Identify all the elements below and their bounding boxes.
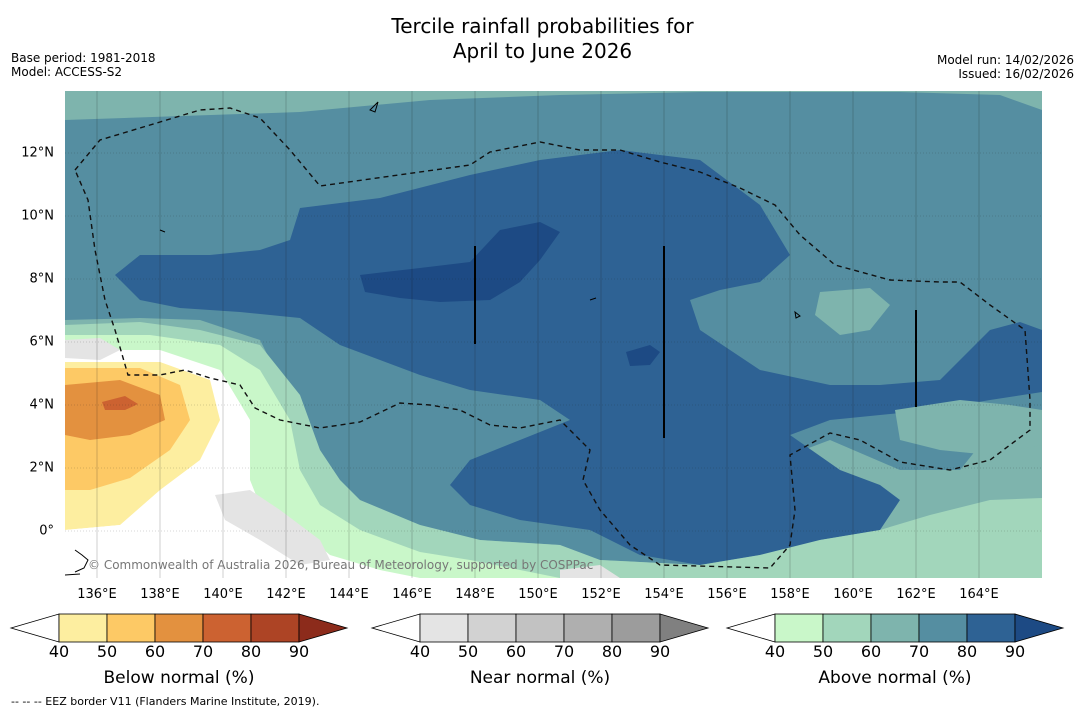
colorbar-segment (822, 613, 872, 643)
field-above-90-a (360, 222, 560, 302)
colorbar-tick: 80 (601, 642, 623, 661)
x-tick-label: 158°E (770, 587, 810, 602)
colorbar-title-above: Above normal (%) (818, 668, 972, 688)
colorbar-tick: 60 (505, 642, 527, 661)
field-above-90-b (626, 345, 660, 366)
field-below-70 (102, 396, 138, 410)
colorbar-segment (774, 613, 824, 643)
field-light-patch (815, 288, 890, 335)
colorbar-tick: 40 (48, 642, 70, 661)
colorbar-segment (106, 613, 156, 643)
colorbar-tick: 80 (956, 642, 978, 661)
field-near-normal-50 (215, 490, 330, 565)
colorbar-extend-high (1014, 613, 1065, 643)
base-period-info: Base period: 1981-2018 Model: ACCESS-S2 (11, 51, 156, 79)
x-tick-label: 144°E (329, 587, 369, 602)
colorbar-tick: 60 (860, 642, 882, 661)
y-tick-label: 0° (39, 523, 54, 539)
x-tick-label: 150°E (518, 587, 558, 602)
y-tick-label: 12°N (21, 145, 54, 161)
probability-field (65, 91, 1042, 578)
coastlines (65, 101, 801, 576)
colorbar-segment (515, 613, 565, 643)
colorbar-extend-high (298, 613, 349, 643)
colorbar-extend-low (725, 613, 776, 643)
x-tick-label: 140°E (203, 587, 243, 602)
field-light-patch-2 (895, 400, 1042, 455)
colorbar-segment (966, 613, 1016, 643)
colorbar-tick: 90 (649, 642, 671, 661)
colorbar-segment (202, 613, 252, 643)
colorbar-tick: 50 (96, 642, 118, 661)
field-above-80 (115, 150, 1042, 565)
x-tick-label: 164°E (959, 587, 999, 602)
field-bottom-left-white (65, 525, 220, 578)
run-info: Model run: 14/02/2026 Issued: 16/02/2026 (937, 53, 1074, 81)
title-line-1: Tercile rainfall probabilities for (391, 14, 694, 38)
x-tick-label: 160°E (833, 587, 873, 602)
colorbar-segment (467, 613, 517, 643)
colorbars (9, 613, 1065, 643)
x-tick-label: 152°E (581, 587, 621, 602)
model-name: Model: ACCESS-S2 (11, 65, 123, 79)
copyright-notice: © Commonwealth of Australia 2026, Bureau… (88, 558, 594, 572)
colorbar-tick: 60 (144, 642, 166, 661)
x-tick-label: 148°E (455, 587, 495, 602)
colorbar-tick: 40 (764, 642, 786, 661)
colorbar-extend-low (370, 613, 421, 643)
colorbar-segment (563, 613, 613, 643)
colorbar-tick: 70 (908, 642, 930, 661)
x-tick-label: 146°E (392, 587, 432, 602)
colorbar-tick: 70 (553, 642, 575, 661)
base-period: Base period: 1981-2018 (11, 51, 156, 65)
y-tick-label: 10°N (21, 208, 54, 224)
colorbar-tick: 90 (1004, 642, 1026, 661)
colorbar-tick: 80 (240, 642, 262, 661)
x-tick-label: 156°E (707, 587, 747, 602)
chart-title: Tercile rainfall probabilities for April… (0, 14, 1085, 64)
y-tick-label: 2°N (29, 460, 55, 476)
eez-border (74, 107, 1031, 569)
y-tick-label: 8°N (29, 271, 55, 287)
colorbar-extend-low (9, 613, 60, 643)
y-tick-label: 4°N (29, 397, 55, 413)
colorbar-tick: 50 (457, 642, 479, 661)
colorbar-tick: 50 (812, 642, 834, 661)
colorbar-segment (870, 613, 920, 643)
colorbar-title-near: Near normal (%) (469, 668, 611, 688)
colorbar-title-below: Below normal (%) (103, 668, 255, 688)
field-near-normal-50-b (65, 338, 120, 360)
model-run: Model run: 14/02/2026 (936, 53, 1074, 67)
colorbar-tick: 40 (409, 642, 431, 661)
colorbar-segment (918, 613, 968, 643)
field-near-normal-50-c (560, 565, 620, 578)
x-tick-label: 142°E (266, 587, 306, 602)
issued-date: Issued: 16/02/2026 (958, 67, 1074, 81)
colorbar-segment (154, 613, 204, 643)
x-tick-label: 136°E (77, 587, 117, 602)
colorbar-segment (611, 613, 661, 643)
title-line-2: April to June 2026 (452, 39, 633, 63)
colorbar-tick: 90 (288, 642, 310, 661)
colorbar-tick: 70 (192, 642, 214, 661)
colorbar-segment (419, 613, 469, 643)
colorbar-segment (250, 613, 300, 643)
x-tick-label: 138°E (140, 587, 180, 602)
x-tick-label: 154°E (644, 587, 684, 602)
colorbar-extend-high (659, 613, 710, 643)
y-tick-label: 6°N (29, 334, 55, 350)
x-tick-label: 162°E (896, 587, 936, 602)
colorbar-segment (58, 613, 108, 643)
data-artifacts (474, 246, 917, 438)
eez-footnote: -- -- -- EEZ border V11 (Flanders Marine… (11, 695, 320, 708)
